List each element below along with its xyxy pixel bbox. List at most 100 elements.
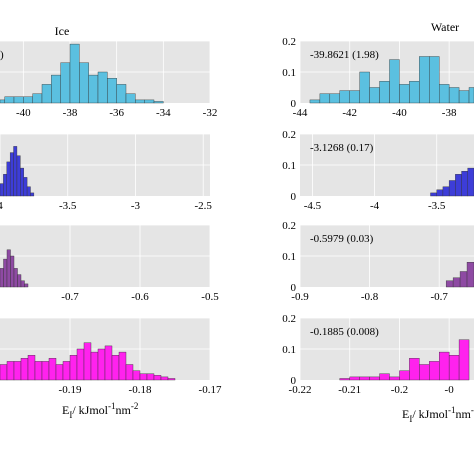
ice-row2-bar — [30, 192, 35, 197]
ice-row2-xtick-label: -2.5 — [195, 200, 213, 212]
water-row2-ytick-label: 0.1 — [282, 160, 296, 172]
water-row4-bar — [458, 339, 470, 381]
water-row2-bar — [467, 167, 474, 197]
ice-row1-bar — [116, 84, 127, 104]
water-row2-ytick-label: 0.2 — [282, 129, 296, 141]
water-row4-ytick-label: 0 — [291, 375, 297, 387]
ice-row3-bar — [20, 280, 25, 288]
water-row2-panel: -4.5 -4 -3.5 0 0.1 0.2 -3.1268 (0.17) — [282, 129, 474, 212]
ice-row1-bar — [60, 62, 71, 104]
ice-row4-bar — [48, 358, 57, 381]
ice-row4-bar — [69, 355, 78, 381]
ice-row2-bar — [16, 155, 21, 197]
ice-row1-bar — [13, 96, 24, 104]
ice-row4-bar — [97, 348, 106, 381]
water-row1-bar — [369, 87, 380, 104]
ice-row1-bar — [125, 93, 136, 104]
ice-row2-panel: 4 -3.5 -3 -2.5 — [0, 133, 213, 212]
ice-row4-bar — [167, 378, 176, 381]
ice-row3-bar — [0, 268, 4, 288]
ice-row2-bar — [20, 167, 24, 197]
water-row4-bar — [379, 373, 390, 381]
water-row4-bar — [448, 355, 460, 381]
ice-row3-bar — [24, 283, 29, 288]
water-row4-bar — [419, 364, 430, 381]
ice-row2-bar — [3, 174, 7, 197]
water-row1-xtick-label: -38 — [442, 107, 457, 119]
water-row1-bar — [458, 90, 470, 104]
ice-row1-bar — [32, 93, 43, 104]
ice-row4-bar — [118, 351, 127, 381]
water-row4-bar — [399, 370, 410, 381]
ice-row4-bar — [34, 361, 43, 381]
water-row4-ytick-label: 0.2 — [282, 313, 296, 325]
ice-row1-bar — [0, 99, 5, 104]
ice-row3-bar — [13, 268, 18, 288]
water-row4-bar — [369, 376, 380, 381]
ice-row2-bar — [26, 186, 31, 197]
water-row4-xtick-label: -0 — [445, 384, 455, 396]
water-row4-annotation: -0.1885 (0.008) — [310, 326, 379, 338]
ice-row1-bar — [4, 96, 15, 104]
ice-row2-xtick-label: -3.5 — [59, 200, 77, 212]
ice-row4-panel: -0.19 -0.18 -0.17 — [0, 317, 222, 396]
ice-row1-xtick-label: -34 — [156, 107, 171, 119]
water-row3-xtick-label: -0.7 — [430, 291, 448, 303]
ice-row3-xtick-label: -0.6 — [131, 291, 149, 303]
ice-row4-bar — [83, 342, 92, 381]
ice-row4-bar — [132, 370, 141, 381]
ice-row4-bar — [111, 355, 120, 381]
ice-row1-xtick-label: -38 — [63, 107, 78, 119]
water-row1-bar — [349, 90, 360, 104]
water-row1-bar — [329, 93, 340, 104]
water-row1-bar — [448, 87, 460, 104]
water-row3-panel: -0.9 -0.8 -0.7 0 0.1 0.2 -0.5979 (0.03) — [282, 220, 474, 303]
ice-row4-bar — [20, 358, 29, 381]
water-row1-bar — [468, 87, 474, 104]
ice-row4-xtick-label: -0.18 — [129, 384, 152, 396]
ice-row1-bar — [23, 96, 33, 104]
water-row1-annotation: -39.8621 (1.98) — [310, 49, 379, 61]
ice-row4-bar — [125, 364, 134, 381]
water-row1-xtick-label: -44 — [293, 107, 308, 119]
ice-row4-bar — [27, 355, 36, 381]
water-row1-bar — [339, 90, 350, 104]
ice-row3-bar — [6, 249, 11, 288]
ice-row2-bar — [0, 183, 4, 197]
water-row1-bar — [309, 99, 321, 104]
water-row2-ytick-label: 0 — [291, 191, 297, 203]
ice-row4-bar — [104, 345, 113, 381]
water-row3-bar — [445, 280, 454, 288]
water-row1-panel: -44 -42 -40 -38 0 0.1 0.2 -39.8621 (1.98) — [282, 36, 474, 119]
ice-row4-bar — [6, 361, 15, 381]
water-row1-bar — [399, 84, 410, 104]
ice-row3-bar — [3, 258, 8, 288]
ice-row4-bar — [146, 373, 155, 381]
ice-row1-bar — [51, 74, 61, 104]
water-title: Water — [431, 20, 459, 34]
water-row1-bar — [389, 59, 400, 104]
ice-row1-bar — [144, 99, 155, 104]
water-row2-bar — [442, 186, 450, 197]
water-row4-bar — [349, 376, 360, 381]
water-row4-xtick-label: -0.22 — [289, 384, 312, 396]
water-row3-bar — [459, 271, 468, 288]
ice-row1-bar — [135, 99, 145, 104]
water-row1-ytick-label: 0.1 — [282, 67, 296, 79]
water-row4-bar — [339, 378, 350, 381]
ice-row3-bar — [10, 255, 15, 288]
water-row4-xtick-label: -0.2 — [391, 384, 408, 396]
water-row1-bar — [429, 56, 440, 104]
water-row3-ytick-label: 0 — [291, 282, 297, 294]
water-row3-ytick-label: 0.2 — [282, 220, 296, 232]
ice-row1-bar — [41, 84, 52, 104]
ice-row2-xtick-label: -3 — [131, 200, 141, 212]
water-row2-annotation: -3.1268 (0.17) — [310, 142, 374, 154]
ice-row4-bar — [13, 361, 22, 381]
water-row1-xtick-label: -42 — [342, 107, 357, 119]
ice-row4-xtick-label: -0.19 — [59, 384, 82, 396]
water-row3-xtick-label: -0.9 — [291, 291, 309, 303]
water-row4-bar — [439, 351, 450, 381]
water-row2-bar — [430, 192, 437, 197]
